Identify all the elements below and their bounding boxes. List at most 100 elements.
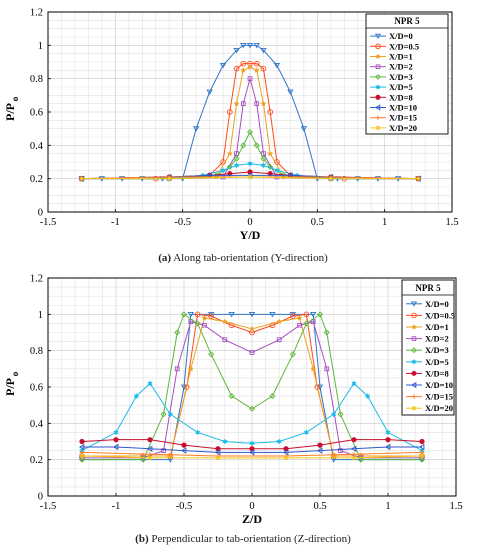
chart-b-legend-label-X/D=0.5: X/D=0.5 xyxy=(425,310,455,320)
chart-a-xtick-label: -0.5 xyxy=(174,217,191,228)
chart-b-point-X/D=1 xyxy=(201,314,208,321)
chart-b-point-X/D=5 xyxy=(133,392,140,400)
chart-b-point-X/D=10 xyxy=(316,447,323,454)
chart-b-point-X/D=10 xyxy=(418,443,425,451)
chart-b-point-X/D=3 xyxy=(316,311,324,318)
caption-b-text: Perpendicular to tab-orientation (Z-dire… xyxy=(151,533,351,545)
chart-a-legend-label-X/D=1: X/D=1 xyxy=(389,52,413,62)
chart-b-point-X/D=3 xyxy=(323,329,330,336)
chart-b-xlabel: Z/D xyxy=(242,512,262,526)
chart-b-point-X/D=5 xyxy=(276,438,283,445)
chart-a-ylabel: P/P xyxy=(3,103,17,121)
chart-b-legend-marker-X/D=0 xyxy=(410,301,418,307)
chart-a-legend-label-X/D=5: X/D=5 xyxy=(389,82,413,92)
chart-b-point-X/D=5 xyxy=(303,429,310,436)
chart-a-point-X/D=1 xyxy=(260,100,267,107)
chart-b-point-X/D=0 xyxy=(180,384,188,391)
chart-a-point-X/D=1 xyxy=(240,67,247,73)
chart-a-point-X/D=20 xyxy=(247,174,253,180)
caption-a: (a) Along tab-orientation (Y-direction) xyxy=(0,252,486,264)
chart-b-point-X/D=0 xyxy=(187,311,194,318)
chart-a-point-X/D=3 xyxy=(260,155,267,162)
chart-a-point-X/D=3 xyxy=(233,155,240,162)
chart-b-ytick-label: 1 xyxy=(38,310,43,321)
chart-a-line-X/D=0.5 xyxy=(81,63,419,180)
chart-a-ytick-label: 1 xyxy=(38,41,43,52)
chart-a-point-X/D=0 xyxy=(192,126,200,132)
chart-b-legend-label-X/D=1: X/D=1 xyxy=(425,322,449,332)
chart-a-legend-marker-X/D=20 xyxy=(375,125,381,131)
chart-b-legend-marker-X/D=15 xyxy=(411,394,417,399)
chart-b-legend-marker-X/D=20 xyxy=(411,405,417,411)
chart-a-point-X/D=0.5 xyxy=(240,60,247,67)
chart-b-point-X/D=3 xyxy=(418,456,426,463)
chart-b-point-X/D=5 xyxy=(147,380,153,387)
chart-a-ylabel-sub: o xyxy=(10,96,20,101)
chart-b-point-X/D=0 xyxy=(310,311,317,318)
chart-b-point-X/D=8 xyxy=(351,437,357,443)
chart-a-legend-marker-X/D=1 xyxy=(374,53,382,60)
chart-a-point-X/D=0 xyxy=(240,42,247,49)
chart-b-ytick-label: 0.8 xyxy=(30,346,43,357)
chart-a-point-X/D=0.5 xyxy=(267,109,274,115)
chart-a-point-X/D=2 xyxy=(261,151,266,157)
chart-b-ylabel-sub: o xyxy=(10,371,20,376)
chart-a-xtick-label: 1 xyxy=(382,217,387,228)
chart-b-series-X/D=8 xyxy=(79,437,425,452)
chart-b-ytick-label: 0.6 xyxy=(30,383,43,394)
chart-b-legend-label-X/D=5: X/D=5 xyxy=(425,357,449,367)
chart-a-point-X/D=0.5 xyxy=(260,65,267,72)
chart-a: -1.5 -1 -0.5 0 0.5 1 1.5 0 0.2 0.4 0.6 0.8 1 1.2 Y/D P/… xyxy=(3,8,459,243)
chart-a-legend-marker-X/D=2 xyxy=(375,64,381,69)
chart-b-xtick-label: -1.5 xyxy=(40,501,57,512)
chart-b-legend-marker-X/D=2 xyxy=(411,336,417,341)
chart-b-xtick-label: -0.5 xyxy=(176,501,193,512)
chart-a-point-X/D=1 xyxy=(253,67,260,73)
chart-a-legend-label-X/D=2: X/D=2 xyxy=(389,62,413,72)
chart-a-legend-marker-X/D=3 xyxy=(375,73,381,80)
chart-b-point-X/D=3 xyxy=(180,311,188,318)
chart-a-point-X/D=20 xyxy=(415,176,421,182)
chart-b-point-X/D=1 xyxy=(248,325,256,332)
chart-b-point-X/D=1 xyxy=(221,318,228,325)
chart-b-point-X/D=10 xyxy=(180,447,187,454)
chart-b-point-X/D=10 xyxy=(78,443,85,451)
chart-a-point-X/D=20 xyxy=(328,176,334,182)
chart-b-xtick-label: 0.5 xyxy=(313,501,326,512)
chart-a-xlabel: Y/D xyxy=(240,228,261,242)
chart-a-xtick-label: 0 xyxy=(247,217,252,228)
chart-b-point-X/D=0.5 xyxy=(194,311,201,318)
chart-b-point-X/D=2 xyxy=(161,448,166,453)
chart-b-point-X/D=5 xyxy=(364,392,371,400)
chart-b-point-X/D=1 xyxy=(187,365,194,372)
chart-b-point-X/D=2 xyxy=(310,319,316,324)
chart-b-legend-label-X/D=15: X/D=15 xyxy=(425,392,453,402)
chart-b-point-X/D=20 xyxy=(215,455,221,461)
chart-a-point-X/D=1 xyxy=(267,150,274,157)
caption-a-label: (a) xyxy=(158,252,172,264)
chart-a-series-X/D=20 xyxy=(79,174,421,182)
chart-b-point-X/D=3 xyxy=(357,456,364,463)
chart-b-point-X/D=10 xyxy=(248,449,255,456)
chart-b-series-X/D=10 xyxy=(78,443,425,456)
chart-a-ytick-label: 0.6 xyxy=(30,108,43,119)
chart-a-xtick-label: 0.5 xyxy=(311,217,324,228)
chart-b-line-X/D=20 xyxy=(81,455,423,459)
chart-a-legend-label-X/D=15: X/D=15 xyxy=(389,113,417,123)
chart-a-legend-label-X/D=8: X/D=8 xyxy=(389,92,413,102)
chart-a-point-X/D=20 xyxy=(79,176,85,182)
chart-b-point-X/D=1 xyxy=(296,314,303,321)
chart-a-xtick-label: 1.5 xyxy=(445,217,458,228)
chart-b-line-X/D=10 xyxy=(82,446,422,453)
chart-a-point-X/D=1 xyxy=(226,150,233,157)
chart-b-ytick-label: 1.2 xyxy=(30,274,43,285)
chart-b-point-X/D=20 xyxy=(79,453,85,459)
chart-a-legend-marker-X/D=15 xyxy=(375,115,381,120)
chart-b-legend-label-X/D=3: X/D=3 xyxy=(425,345,449,355)
chart-b-series-X/D=3 xyxy=(78,311,426,463)
chart-a-legend: NPR 5X/D=0X/D=0.5X/D=1X/D=2X/D=3X/D=5X/D… xyxy=(365,13,449,135)
chart-b-point-X/D=5 xyxy=(167,410,174,418)
chart-b-point-X/D=3 xyxy=(78,456,86,463)
chart-b-point-X/D=3 xyxy=(269,393,276,400)
chart-b-point-X/D=10 xyxy=(282,449,289,456)
